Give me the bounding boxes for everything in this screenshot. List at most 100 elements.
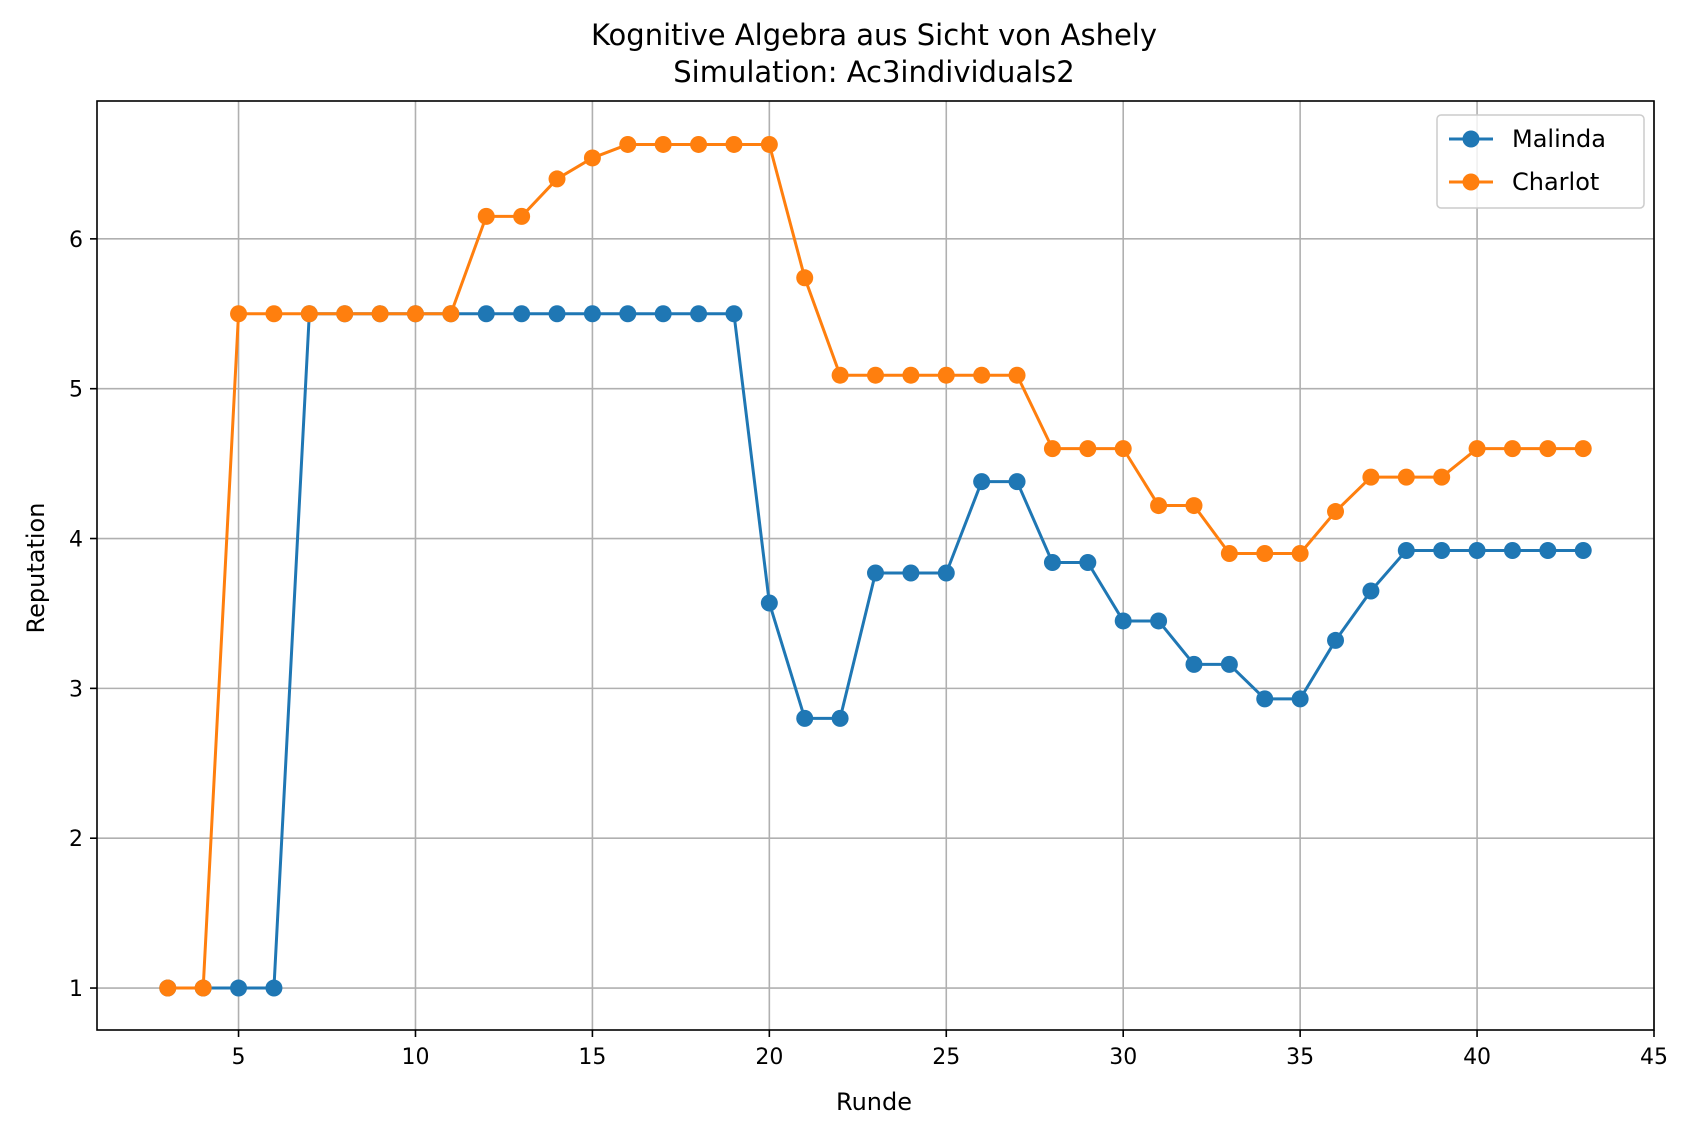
legend: Malinda Charlot	[1436, 114, 1645, 209]
legend-marker	[1462, 173, 1480, 191]
y-tick-label: 1	[69, 977, 83, 1002]
data-point	[973, 473, 991, 491]
data-point	[1079, 554, 1097, 572]
data-point	[477, 207, 495, 225]
y-axis-label: Reputation	[22, 503, 50, 634]
data-point	[1291, 545, 1309, 563]
data-point	[1008, 366, 1026, 384]
data-point	[300, 305, 318, 323]
x-tick-label: 20	[755, 1045, 783, 1070]
data-point	[1362, 468, 1380, 486]
data-point	[194, 979, 212, 997]
data-point	[760, 594, 778, 612]
series-layer	[159, 135, 1592, 997]
data-point	[1397, 468, 1415, 486]
data-point	[654, 135, 672, 153]
x-tick-label: 30	[1109, 1045, 1137, 1070]
data-point	[1114, 440, 1132, 458]
data-point	[867, 564, 884, 582]
chart-title: Kognitive Algebra aus Sicht von Ashely	[591, 18, 1157, 52]
data-point	[973, 366, 991, 384]
legend-label: Charlot	[1512, 168, 1599, 196]
x-axis-label: Runde	[836, 1088, 912, 1116]
data-point	[548, 305, 566, 323]
data-point	[937, 564, 955, 582]
data-point	[1433, 542, 1451, 560]
data-point	[1539, 440, 1557, 458]
data-point	[796, 269, 814, 287]
data-point	[1327, 503, 1345, 521]
data-point	[230, 979, 248, 997]
data-point	[725, 135, 743, 153]
x-tick-label: 45	[1640, 1045, 1668, 1070]
data-point	[548, 170, 566, 188]
data-point	[265, 305, 283, 323]
data-point	[725, 305, 743, 323]
y-tick-label: 4	[69, 528, 83, 553]
chart-subtitle: Simulation: Ac3individuals2	[673, 55, 1074, 89]
data-point	[1220, 655, 1238, 673]
legend-item-malinda: Malinda	[1449, 125, 1606, 153]
data-point	[619, 305, 637, 323]
data-point	[1574, 542, 1592, 560]
data-point	[619, 135, 637, 153]
data-point	[477, 305, 495, 323]
data-point	[406, 305, 424, 323]
legend-label: Malinda	[1512, 125, 1606, 153]
data-point	[867, 366, 884, 384]
data-point	[690, 135, 708, 153]
y-tick-label: 3	[69, 677, 83, 702]
legend-item-charlot: Charlot	[1449, 168, 1599, 196]
data-point	[1362, 582, 1380, 600]
data-point	[1433, 468, 1451, 486]
data-point	[902, 564, 920, 582]
data-point	[513, 305, 531, 323]
data-point	[1327, 631, 1345, 649]
data-point	[937, 366, 955, 384]
data-point	[1256, 690, 1274, 708]
data-point	[159, 979, 177, 997]
x-tick-label: 40	[1463, 1045, 1491, 1070]
data-point	[1503, 440, 1521, 458]
data-point	[1114, 612, 1132, 630]
data-point	[513, 207, 531, 225]
data-point	[1043, 440, 1061, 458]
data-point	[831, 366, 849, 384]
data-point	[1150, 612, 1168, 630]
data-point	[371, 305, 389, 323]
data-point	[1185, 655, 1203, 673]
data-point	[230, 305, 248, 323]
data-point	[760, 135, 778, 153]
data-point	[583, 149, 601, 167]
x-tick-label: 15	[578, 1045, 606, 1070]
x-tick-label: 10	[401, 1045, 429, 1070]
data-point	[1468, 440, 1486, 458]
data-point	[442, 305, 460, 323]
data-point	[1150, 497, 1168, 515]
data-point	[583, 305, 601, 323]
x-tick-label: 5	[232, 1045, 246, 1070]
grid-lines	[97, 101, 1655, 1030]
data-point	[1539, 542, 1557, 560]
data-point	[1043, 554, 1061, 572]
y-tick-label: 2	[69, 827, 83, 852]
data-point	[336, 305, 354, 323]
data-point	[1574, 440, 1592, 458]
y-tick-label: 5	[69, 378, 83, 403]
data-point	[1468, 542, 1486, 560]
y-tick-label: 6	[69, 228, 83, 253]
data-point	[1008, 473, 1026, 491]
data-point	[1220, 545, 1238, 563]
data-point	[1397, 542, 1415, 560]
x-tick-label: 25	[932, 1045, 960, 1070]
data-point	[1503, 542, 1521, 560]
data-point	[654, 305, 672, 323]
data-point	[265, 979, 283, 997]
x-tick-label: 35	[1286, 1045, 1314, 1070]
data-point	[796, 709, 814, 727]
data-point	[1185, 497, 1203, 515]
data-point	[1291, 690, 1309, 708]
